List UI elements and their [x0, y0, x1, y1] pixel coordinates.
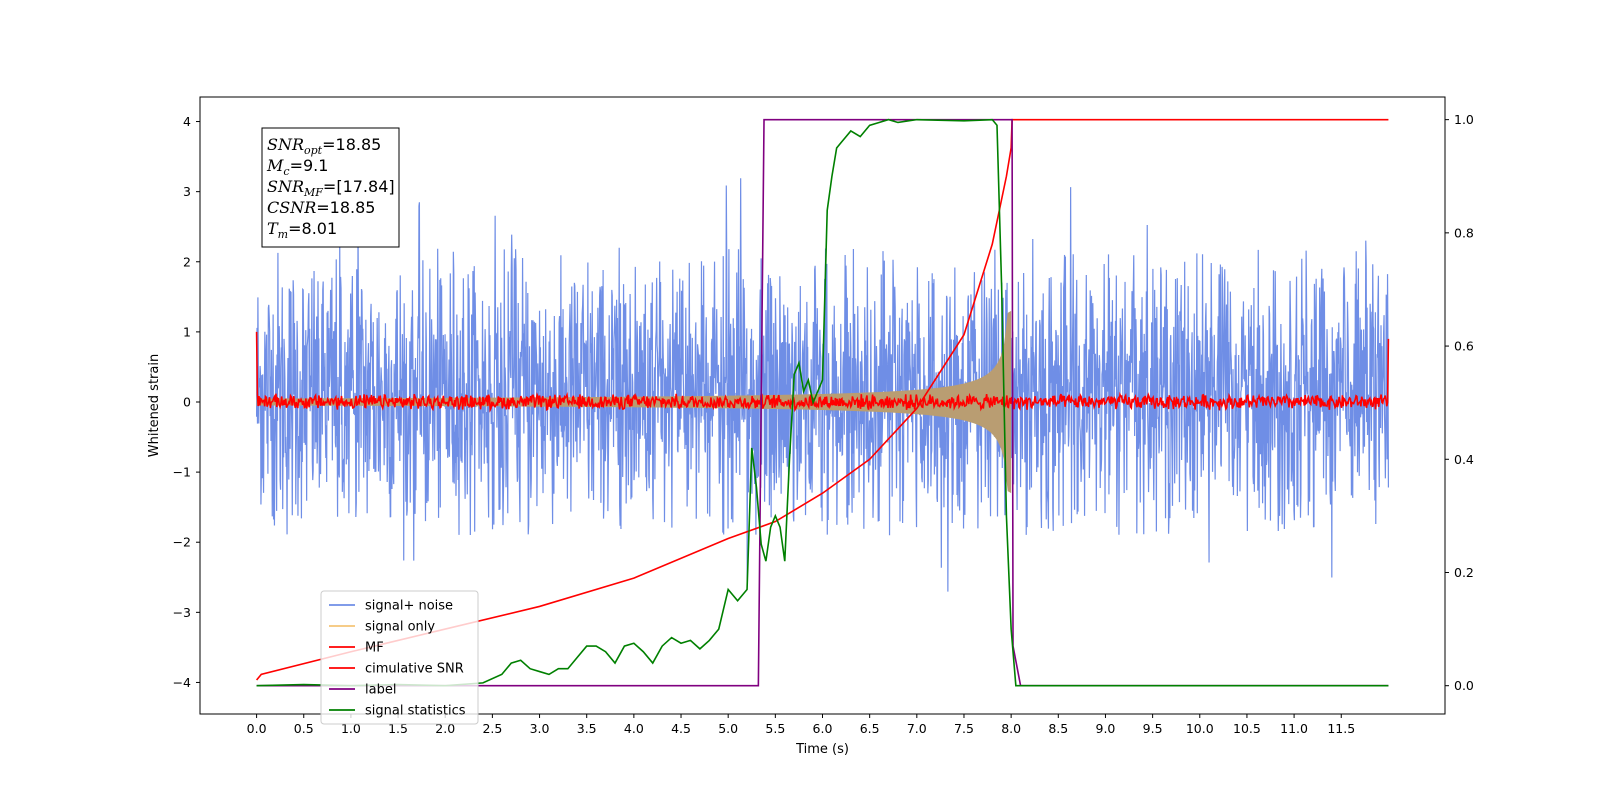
y-tick-label: 0 [183, 394, 191, 409]
x-tick-label: 0.5 [294, 721, 314, 736]
x-tick-label: 7.5 [954, 721, 974, 736]
y-tick-label: −4 [173, 675, 191, 690]
x-tick-label: 1.5 [388, 721, 408, 736]
annotation-line: CSNR=18.85 [267, 198, 375, 217]
annotation-line: Mc=9.1 [266, 156, 328, 178]
series-line-5 [256, 118, 1389, 687]
x-tick-label: 5.0 [718, 721, 738, 736]
annotation-line: SNRMF=[17.84] [267, 177, 395, 199]
series-line-2 [255, 331, 1390, 413]
x-tick-label: 0.0 [247, 721, 267, 736]
y-axis-left: −4 −3 −2 −1 0 1 2 3 4 [173, 114, 200, 690]
annotation-frame [261, 127, 400, 248]
x-tick-label: 1.0 [341, 721, 361, 736]
series-line-0 [255, 178, 1390, 592]
y-tick-label: 3 [183, 184, 191, 199]
y-tick-label: 4 [183, 114, 191, 129]
x-tick-label: 6.5 [860, 721, 880, 736]
legend: signal+ noise signal only MF cimulative SNR… [320, 590, 479, 725]
legend-label: signal+ noise [365, 599, 453, 614]
legend-label: MF [365, 641, 384, 656]
x-axis-label: Time (s) [795, 742, 849, 757]
y-tick-label: −3 [173, 605, 191, 620]
y-tick-label: 1 [183, 324, 191, 339]
x-tick-label: 5.5 [765, 721, 785, 736]
x-tick-label: 2.5 [482, 721, 502, 736]
x-tick-label: 7.0 [907, 721, 927, 736]
y2-tick-label: 0.4 [1454, 452, 1474, 467]
x-tick-label: 8.5 [1048, 721, 1068, 736]
y2-tick-label: 0.2 [1454, 565, 1474, 580]
y2-tick-label: 0.8 [1454, 225, 1474, 240]
legend-label: label [365, 683, 396, 698]
y2-tick-label: 1.0 [1454, 112, 1474, 127]
y-axis-right: 0.0 0.2 0.4 0.6 0.8 1.0 [1445, 112, 1474, 693]
y-tick-label: 2 [183, 254, 191, 269]
annotation-box: SNRopt=18.85Mc=9.1SNRMF=[17.84]CSNR=18.8… [261, 127, 400, 248]
legend-label: signal statistics [365, 704, 466, 719]
annotation-line: SNRopt=18.85 [267, 135, 381, 157]
y2-tick-label: 0.6 [1454, 339, 1474, 354]
series-area-1 [256, 310, 1012, 494]
x-tick-label: 3.5 [577, 721, 597, 736]
x-tick-label: 8.0 [1001, 721, 1021, 736]
x-tick-label: 11.0 [1280, 721, 1308, 736]
y-tick-label: −2 [173, 535, 191, 550]
x-tick-label: 9.5 [1143, 721, 1163, 736]
y-axis-label: Whitened strain [147, 354, 162, 457]
x-axis: 0.0 0.5 1.0 1.5 2.0 2.5 3.0 3.5 4.0 4.5 5.0 5.5 6.0 6… [247, 714, 1355, 736]
y2-tick-label: 0.0 [1454, 678, 1474, 693]
legend-frame [320, 590, 479, 725]
legend-label: signal only [365, 620, 435, 635]
legend-label: cimulative SNR [365, 662, 464, 677]
x-tick-label: 10.5 [1233, 721, 1261, 736]
x-tick-label: 6.0 [813, 721, 833, 736]
x-tick-label: 9.0 [1096, 721, 1116, 736]
x-tick-label: 4.0 [624, 721, 644, 736]
x-tick-label: 3.0 [530, 721, 550, 736]
x-tick-label: 2.0 [435, 721, 455, 736]
x-tick-label: 11.5 [1327, 721, 1355, 736]
x-tick-label: 10.0 [1186, 721, 1214, 736]
x-tick-label: 4.5 [671, 721, 691, 736]
y-tick-label: −1 [173, 465, 191, 480]
annotation-line: Tm=8.01 [267, 219, 337, 241]
